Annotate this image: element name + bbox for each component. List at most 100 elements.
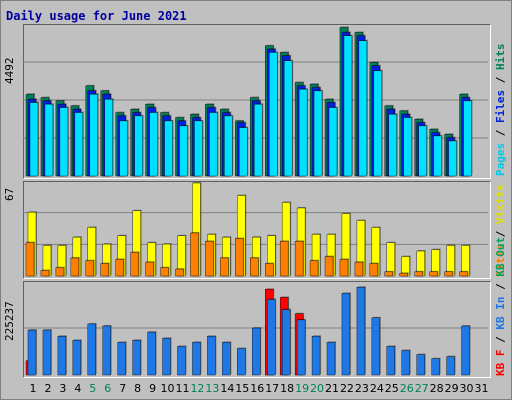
bar-kbin-day-26 — [401, 350, 410, 376]
chart-title: Daily usage for June 2021 — [6, 9, 187, 23]
bar-kbin-day-18 — [281, 309, 291, 376]
bar-kbin-day-20 — [311, 335, 321, 376]
bar-kbin-day-30 — [461, 325, 470, 376]
bar-pages-day-2 — [44, 104, 54, 177]
bar-sites-day-19 — [294, 241, 304, 277]
bar-kbin-day-25 — [386, 346, 395, 376]
bar-sites-day-30 — [459, 271, 468, 277]
bar-pages-day-19 — [298, 88, 308, 177]
day-label-28: 28 — [430, 382, 444, 395]
day-label-5: 5 — [89, 382, 96, 395]
bar-pages-day-1 — [29, 102, 39, 177]
bar-pages-day-11 — [179, 125, 188, 177]
bar-sites-day-14 — [220, 257, 229, 277]
bar-sites-day-25 — [384, 271, 393, 277]
bar-sites-day-1 — [25, 242, 35, 277]
bar-kbin-day-27 — [416, 354, 425, 376]
day-label-12: 12 — [190, 382, 204, 395]
bar-pages-day-25 — [388, 114, 397, 177]
bar-kbin-day-23 — [356, 286, 366, 376]
bar-pages-day-20 — [313, 90, 323, 177]
day-label-22: 22 — [340, 382, 354, 395]
bar-sites-day-17 — [265, 263, 274, 277]
bar-kbin-day-24 — [371, 317, 381, 376]
day-label-18: 18 — [280, 382, 294, 395]
day-label-24: 24 — [370, 382, 384, 395]
bar-pages-day-9 — [149, 112, 158, 177]
day-label-27: 27 — [415, 382, 429, 395]
bar-kbin-day-28 — [431, 358, 440, 376]
bar-sites-day-28 — [429, 271, 438, 277]
day-label-16: 16 — [250, 382, 264, 395]
bar-kbin-day-19 — [296, 319, 306, 376]
bar-kbin-day-16 — [252, 327, 261, 376]
bar-pages-day-30 — [463, 100, 472, 177]
bar-pages-day-10 — [164, 120, 173, 177]
day-label-11: 11 — [176, 382, 190, 395]
day-label-1: 1 — [30, 382, 37, 395]
bar-kbin-day-8 — [132, 340, 141, 376]
day-label-9: 9 — [149, 382, 156, 395]
bar-kbin-day-22 — [341, 293, 351, 376]
bar-kbin-day-6 — [102, 325, 111, 376]
bar-pages-day-14 — [224, 115, 233, 177]
bar-sites-day-5 — [85, 260, 95, 277]
day-label-19: 19 — [295, 382, 309, 395]
bar-kbin-day-3 — [57, 335, 67, 376]
day-label-29: 29 — [445, 382, 459, 395]
bar-sites-day-16 — [250, 257, 259, 277]
bar-sites-day-9 — [145, 261, 154, 277]
day-label-15: 15 — [235, 382, 249, 395]
bar-kbin-day-14 — [222, 342, 231, 376]
bar-pages-day-29 — [448, 140, 457, 177]
bar-kbin-day-17 — [267, 299, 276, 376]
bar-pages-day-18 — [283, 60, 293, 177]
bar-kbin-day-5 — [87, 323, 97, 376]
bar-kbin-day-7 — [117, 342, 126, 376]
bar-pages-day-3 — [59, 107, 69, 177]
day-label-6: 6 — [104, 382, 111, 395]
bar-sites-day-22 — [339, 259, 349, 277]
bar-kbin-day-29 — [446, 356, 455, 376]
day-label-21: 21 — [325, 382, 339, 395]
day-label-20: 20 — [310, 382, 324, 395]
bar-kbin-day-21 — [326, 342, 336, 376]
bar-pages-day-27 — [418, 125, 427, 177]
bar-sites-day-15 — [235, 238, 244, 277]
bar-sites-day-6 — [100, 263, 109, 277]
bar-sites-day-10 — [160, 267, 169, 277]
bar-sites-day-20 — [309, 260, 319, 277]
bar-sites-day-27 — [414, 271, 423, 277]
bar-pages-day-17 — [269, 52, 278, 177]
bar-kbin-day-11 — [177, 346, 186, 376]
bar-pages-day-15 — [239, 127, 248, 177]
bar-sites-day-26 — [399, 273, 408, 277]
day-label-26: 26 — [400, 382, 414, 395]
bar-sites-day-7 — [115, 259, 124, 277]
day-label-25: 25 — [385, 382, 399, 395]
bar-pages-day-24 — [373, 70, 383, 177]
bar-pages-day-22 — [343, 35, 353, 177]
bar-sites-day-24 — [369, 263, 379, 277]
bar-pages-day-28 — [433, 135, 442, 177]
day-label-14: 14 — [220, 382, 234, 395]
bar-sites-day-4 — [70, 257, 80, 277]
day-label-2: 2 — [44, 382, 51, 395]
bar-pages-day-13 — [209, 112, 218, 177]
day-label-8: 8 — [134, 382, 141, 395]
bar-sites-day-13 — [205, 241, 214, 277]
bar-sites-day-3 — [55, 267, 65, 277]
bar-kbin-day-4 — [72, 340, 82, 376]
bar-pages-day-7 — [119, 120, 128, 177]
bar-pages-day-5 — [89, 93, 99, 177]
day-label-31: 31 — [475, 382, 489, 395]
day-label-3: 3 — [59, 382, 66, 395]
bar-kbin-day-10 — [162, 338, 171, 376]
bar-kbin-day-1 — [27, 329, 37, 376]
bar-pages-day-12 — [194, 120, 203, 177]
bar-pages-day-4 — [74, 112, 84, 177]
day-label-30: 30 — [460, 382, 474, 395]
bar-sites-day-2 — [40, 270, 50, 277]
bar-sites-day-8 — [130, 252, 139, 277]
bar-kbin-day-9 — [147, 331, 156, 376]
